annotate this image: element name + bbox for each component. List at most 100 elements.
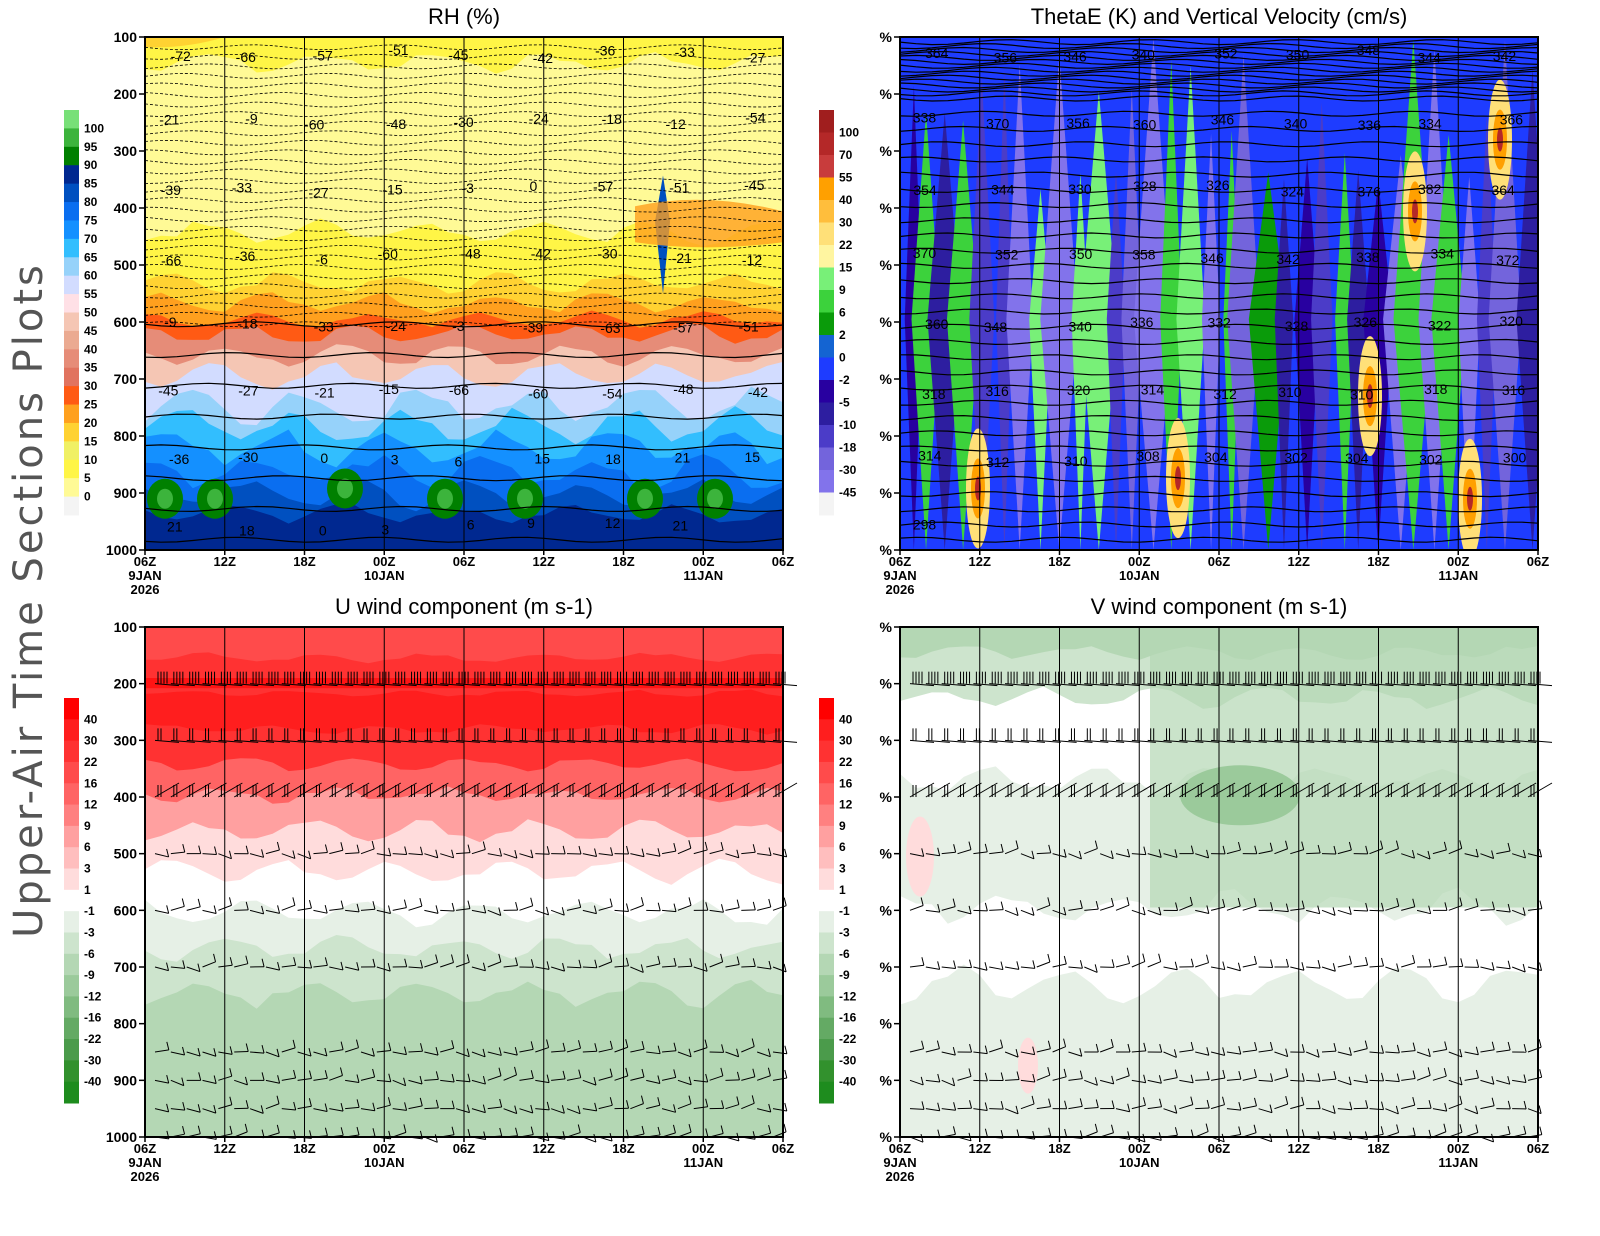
- wind-barb: [926, 1137, 940, 1138]
- contour-blob: [437, 489, 453, 509]
- wind-barb: [1290, 1137, 1304, 1138]
- wind-barb: [1449, 966, 1463, 967]
- colorbar-label: 55: [84, 287, 98, 301]
- wind-barb: [973, 1080, 987, 1081]
- colorbar-swatch: [819, 335, 834, 358]
- colorbar-label: 6: [839, 306, 846, 320]
- contour-label: -18: [602, 111, 622, 127]
- y-tick-label: 1000: [106, 542, 137, 558]
- x-tick-label: 12Z: [969, 554, 991, 569]
- contour-label: 334: [1431, 246, 1455, 262]
- wind-barb: [440, 910, 454, 911]
- wind-barb: [958, 967, 972, 968]
- colorbar-label: 100: [84, 121, 104, 135]
- contour-label: -39: [523, 320, 543, 336]
- colorbar-swatch: [819, 826, 834, 848]
- contour-label: 334: [1418, 116, 1442, 132]
- contour-label: -6: [315, 252, 328, 268]
- x-tick-label: 18Z: [612, 1141, 634, 1156]
- colorbar-swatch: [64, 996, 79, 1018]
- colorbar-label: 40: [84, 342, 98, 356]
- colorbar-swatch: [64, 460, 79, 479]
- x-tick-label: 00Z: [373, 554, 395, 569]
- colorbar-label: 40: [84, 712, 98, 726]
- wind-barb: [989, 910, 1003, 911]
- wind-barb: [1179, 1137, 1193, 1138]
- contour-label: 316: [985, 383, 1009, 399]
- colorbar-swatch: [819, 178, 834, 201]
- colorbar-swatch: [64, 349, 79, 368]
- colorbar-label: 16: [84, 776, 98, 790]
- wind-barb: [910, 1109, 924, 1110]
- colorbar-swatch: [819, 268, 834, 291]
- x-date-label: 11JAN: [683, 568, 723, 583]
- x-tick-label: 00Z: [1128, 1141, 1150, 1156]
- colorbar-swatch: [64, 239, 79, 258]
- colorbar-label: 10: [84, 453, 98, 467]
- x-date-label: 9JAN: [883, 568, 916, 583]
- colorbar-label: 22: [839, 238, 853, 252]
- x-tick-label: 00Z: [1447, 1141, 1469, 1156]
- colorbar-label: 30: [84, 734, 98, 748]
- colorbar-swatch: [64, 1082, 79, 1104]
- colorbar-swatch: [819, 932, 834, 954]
- colorbar-swatch: [64, 954, 79, 976]
- contour-label: -54: [745, 110, 765, 126]
- x-tick-label: 18Z: [612, 554, 634, 569]
- x-tick-label: 06Z: [134, 554, 156, 569]
- contour-label: 9: [527, 515, 535, 531]
- x-tick-label: 12Z: [214, 554, 236, 569]
- contour-label: -30: [597, 246, 617, 262]
- contour-blob: [1018, 1038, 1038, 1094]
- contour-label: 344: [991, 182, 1015, 198]
- y-tick-label: %: [880, 846, 893, 862]
- colorbar-swatch: [819, 719, 834, 741]
- colorbar-swatch: [819, 493, 834, 516]
- colorbar-swatch: [819, 200, 834, 223]
- colorbar-label: 70: [84, 232, 98, 246]
- colorbar-swatch: [64, 405, 79, 424]
- colorbar-label: -16: [839, 1011, 857, 1025]
- contour-label: 372: [1496, 252, 1520, 268]
- x-tick-label: 06Z: [134, 1141, 156, 1156]
- colorbar-label: -22: [839, 1032, 857, 1046]
- contour-label: 364: [1491, 182, 1515, 198]
- contour-label: 316: [1502, 382, 1526, 398]
- contour-blob: [337, 478, 353, 498]
- colorbar-label: 80: [84, 195, 98, 209]
- contour-label: -36: [595, 42, 615, 58]
- colorbar-label: 30: [839, 216, 853, 230]
- contour-label: -33: [675, 44, 695, 60]
- contour-label: -63: [600, 320, 620, 336]
- colorbar-label: 75: [84, 213, 98, 227]
- contour-blob: [707, 489, 723, 509]
- x-tick-label: 06Z: [453, 1141, 475, 1156]
- contour-label: 328: [1285, 318, 1309, 334]
- colorbar-swatch: [819, 869, 834, 891]
- contour-label: 370: [913, 245, 937, 261]
- contour-label: 318: [1424, 381, 1448, 397]
- colorbar-label: 100: [839, 126, 859, 140]
- contour-label: 326: [1206, 177, 1230, 193]
- contour-label: 338: [913, 110, 937, 126]
- wind-barb: [1370, 910, 1384, 911]
- colorbar-label: 15: [839, 261, 853, 275]
- contour-band: [1150, 627, 1538, 908]
- colorbar-swatch: [64, 368, 79, 387]
- colorbar-swatch: [819, 954, 834, 976]
- colorbar-swatch: [64, 497, 79, 516]
- contour-label: 352: [1214, 45, 1238, 61]
- contour-label: 336: [1358, 117, 1382, 133]
- contour-label: -33: [314, 318, 334, 334]
- x-year-label: 2026: [131, 1169, 160, 1184]
- colorbar-label: -9: [84, 968, 95, 982]
- wind-barb-flag: [784, 964, 786, 972]
- y-tick-label: 800: [114, 428, 138, 444]
- contour-label: -51: [738, 318, 758, 334]
- contour-label: 356: [1066, 115, 1090, 131]
- contour-label: 340: [1069, 318, 1093, 334]
- colorbar-swatch: [819, 698, 834, 720]
- colorbar-label: -6: [84, 947, 95, 961]
- contour-label: 336: [1130, 314, 1154, 330]
- colorbar-swatch: [64, 165, 79, 184]
